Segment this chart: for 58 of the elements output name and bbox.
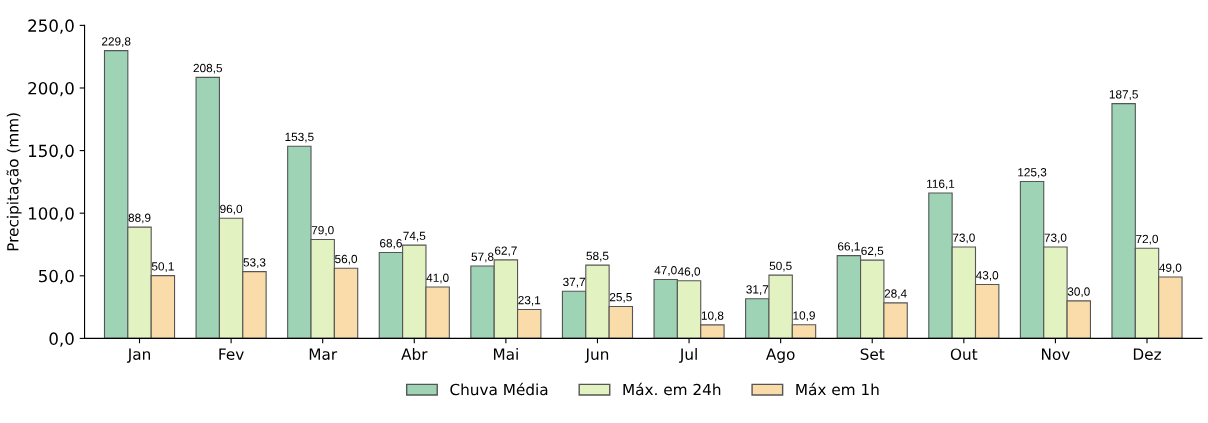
data-label: 88,9 xyxy=(128,213,151,224)
data-label: 43,0 xyxy=(975,271,999,281)
x-tick-label: Abr xyxy=(401,348,428,360)
x-tick-label: Nov xyxy=(1042,348,1070,360)
data-label: 50,5 xyxy=(769,261,792,272)
data-label: 72,0 xyxy=(1136,234,1159,245)
data-label: 62,7 xyxy=(494,246,517,257)
data-label: 28,4 xyxy=(884,289,907,300)
data-label: 125,3 xyxy=(1018,168,1047,178)
x-tick-label: Jun xyxy=(584,348,609,363)
x-tick-label: Dez xyxy=(1133,348,1161,360)
data-label: 10,9 xyxy=(793,311,815,322)
y-tick-label: 100,0 xyxy=(28,207,74,222)
data-label: 74,5 xyxy=(403,231,426,242)
data-label: 47,0 xyxy=(654,266,677,276)
data-label: 73,0 xyxy=(1044,233,1067,244)
y-tick-label: 150,0 xyxy=(28,144,74,159)
data-label: 50,1 xyxy=(151,262,174,272)
data-label: 116,1 xyxy=(927,179,955,190)
x-tick-label: Ago xyxy=(766,348,795,363)
x-tick-label: Jul xyxy=(679,348,697,363)
data-label: 208,5 xyxy=(193,63,223,74)
x-tick-label: Fev xyxy=(219,348,244,360)
legend-label: Chuva Média xyxy=(450,382,548,396)
data-label: 229,8 xyxy=(101,37,131,47)
data-label: 25,5 xyxy=(609,293,632,303)
x-tick-label: Jan xyxy=(126,348,150,363)
data-label: 153,5 xyxy=(285,132,314,143)
data-label: 79,0 xyxy=(311,226,334,236)
data-label: 187,5 xyxy=(1109,90,1138,100)
data-label: 56,0 xyxy=(335,254,358,265)
data-label: 30,0 xyxy=(1067,287,1090,298)
y-tick-label: 200,0 xyxy=(28,81,74,97)
y-tick-label: 250,0 xyxy=(28,19,74,34)
data-label: 49,0 xyxy=(1159,263,1182,274)
data-label: 10,8 xyxy=(701,311,724,322)
data-label: 68,6 xyxy=(380,239,402,249)
data-label: 53,3 xyxy=(243,258,266,268)
x-tick-label: Mai xyxy=(493,348,518,360)
y-tick-label: 50,0 xyxy=(39,269,74,285)
data-label: 57,8 xyxy=(471,252,494,263)
y-axis-title: Precipitação (mm) xyxy=(6,113,22,251)
data-label: 31,7 xyxy=(746,285,769,295)
data-label: 46,0 xyxy=(677,267,701,278)
legend-label: Máx. em 24h xyxy=(623,382,721,396)
data-label: 62,5 xyxy=(861,246,884,257)
data-label: 66,1 xyxy=(837,242,860,252)
data-label: 37,7 xyxy=(563,277,586,288)
legend-label: Máx em 1h xyxy=(796,382,879,396)
data-label: 96,0 xyxy=(220,204,243,215)
data-label: 73,0 xyxy=(952,233,975,244)
data-label: 41,0 xyxy=(426,273,449,284)
data-label: 23,1 xyxy=(518,296,541,306)
x-tick-label: Out xyxy=(950,348,978,360)
x-tick-label: Mar xyxy=(309,348,338,360)
y-tick-label: 0,0 xyxy=(49,332,74,347)
x-tick-label: Set xyxy=(860,348,885,360)
data-label: 58,5 xyxy=(586,251,609,262)
